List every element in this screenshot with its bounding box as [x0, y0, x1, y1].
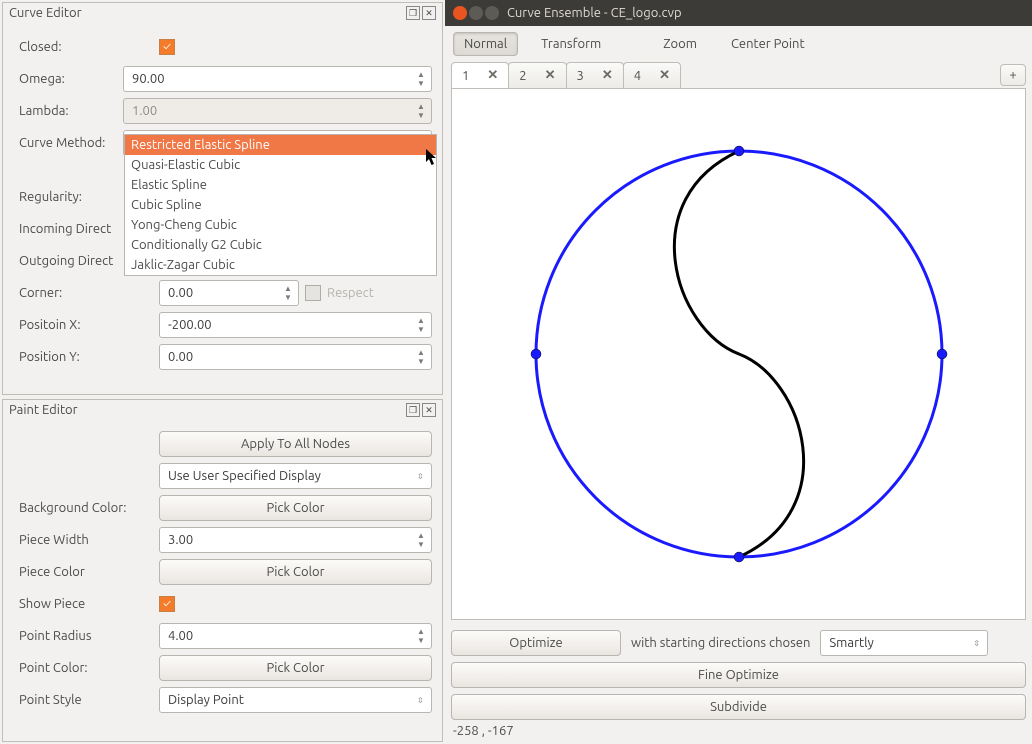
optimize-text: with starting directions chosen [631, 636, 810, 650]
tab-close-icon[interactable]: ✕ [487, 68, 498, 83]
respect-checkbox[interactable] [305, 285, 321, 301]
canvas[interactable] [451, 88, 1026, 620]
main-toolbar: Normal Transform Zoom Center Point [445, 26, 1032, 62]
paint-editor-panel: Paint Editor ❐ ✕ Apply To All Nodes ⇳ Ba… [2, 399, 443, 742]
method-option[interactable]: Quasi-Elastic Cubic [125, 155, 436, 175]
posx-label: Positoin X: [19, 318, 159, 332]
point-style-label: Point Style [19, 693, 159, 707]
curve-method-dropdown[interactable]: Restricted Elastic SplineQuasi-Elastic C… [124, 134, 437, 276]
display-mode-combo[interactable] [159, 463, 432, 489]
method-option[interactable]: Restricted Elastic Spline [125, 135, 436, 155]
tab-add-button[interactable]: + [1000, 64, 1026, 86]
method-option[interactable]: Yong-Cheng Cubic [125, 215, 436, 235]
smartly-combo[interactable] [820, 630, 988, 656]
tab-4[interactable]: 4✕ [623, 62, 681, 88]
document-tabs: 1✕2✕3✕4✕+ [445, 62, 1032, 88]
method-option[interactable]: Cubic Spline [125, 195, 436, 215]
closed-label: Closed: [19, 40, 159, 54]
paint-editor-title: Paint Editor [9, 403, 78, 417]
tab-label: 2 [519, 69, 526, 83]
method-option[interactable]: Jaklic-Zagar Cubic [125, 255, 436, 275]
tab-close-icon[interactable]: ✕ [545, 68, 556, 83]
window-max-icon[interactable] [485, 6, 499, 20]
curve-editor-title: Curve Editor [9, 6, 82, 20]
spinner-arrows[interactable]: ▲▼ [417, 68, 429, 90]
bg-color-button[interactable]: Pick Color [159, 495, 432, 521]
spinner-arrows: ▲▼ [417, 100, 429, 122]
point-radius-label: Point Radius [19, 629, 159, 643]
tab-label: 4 [634, 69, 641, 83]
method-option[interactable]: Elastic Spline [125, 175, 436, 195]
curve-node[interactable] [531, 349, 541, 359]
piece-width-label: Piece Width [19, 533, 159, 547]
lambda-label: Lambda: [19, 104, 123, 118]
lambda-input [123, 98, 432, 124]
fine-optimize-button[interactable]: Fine Optimize [451, 662, 1026, 688]
subdivide-button[interactable]: Subdivide [451, 694, 1026, 720]
tab-close-icon[interactable]: ✕ [659, 68, 670, 83]
undock-icon[interactable]: ❐ [406, 403, 420, 417]
tab-label: 1 [462, 69, 469, 83]
tab-2[interactable]: 2✕ [508, 62, 566, 88]
window-title: Curve Ensemble - CE_logo.cvp [507, 6, 682, 20]
cursor-coords: -258 , -167 [445, 722, 1032, 744]
closed-checkbox[interactable]: ✓ [159, 39, 175, 55]
toolbar-transform[interactable]: Transform [530, 32, 612, 56]
piece-color-button[interactable]: Pick Color [159, 559, 432, 585]
cursor-icon [426, 149, 438, 167]
toolbar-normal[interactable]: Normal [453, 32, 518, 56]
corner-input[interactable] [159, 280, 299, 306]
show-piece-checkbox[interactable]: ✓ [159, 596, 175, 612]
point-style-combo[interactable] [159, 687, 432, 713]
piece-color-label: Piece Color [19, 565, 159, 579]
close-icon[interactable]: ✕ [422, 403, 436, 417]
optimize-button[interactable]: Optimize [451, 630, 621, 656]
posy-input[interactable] [159, 344, 432, 370]
piece-width-input[interactable] [159, 527, 432, 553]
toolbar-center-point[interactable]: Center Point [720, 32, 816, 56]
omega-label: Omega: [19, 72, 123, 86]
curve-drawing [524, 139, 954, 569]
curve-node[interactable] [937, 349, 947, 359]
curve-editor-panel: Curve Editor ❐ ✕ Closed: ✓ Omega: ▲▼ [2, 2, 443, 395]
tab-close-icon[interactable]: ✕ [602, 68, 613, 83]
apply-all-button[interactable]: Apply To All Nodes [159, 431, 432, 457]
method-option[interactable]: Conditionally G2 Cubic [125, 235, 436, 255]
point-color-label: Point Color: [19, 661, 159, 675]
curve-node[interactable] [734, 552, 744, 562]
posx-input[interactable] [159, 312, 432, 338]
curve-node[interactable] [734, 146, 744, 156]
point-radius-input[interactable] [159, 623, 432, 649]
tab-3[interactable]: 3✕ [566, 62, 624, 88]
close-icon[interactable]: ✕ [422, 6, 436, 20]
respect-label: Respect [327, 286, 374, 300]
tab-1[interactable]: 1✕ [451, 62, 509, 88]
undock-icon[interactable]: ❐ [406, 6, 420, 20]
corner-label: Corner: [19, 286, 159, 300]
window-min-icon[interactable] [469, 6, 483, 20]
show-piece-label: Show Piece [19, 597, 159, 611]
tab-label: 3 [577, 69, 584, 83]
point-color-button[interactable]: Pick Color [159, 655, 432, 681]
window-close-icon[interactable] [453, 6, 467, 20]
window-titlebar: Curve Ensemble - CE_logo.cvp [445, 0, 1032, 26]
bg-color-label: Background Color: [19, 501, 159, 515]
omega-input[interactable] [123, 66, 432, 92]
posy-label: Position Y: [19, 350, 159, 364]
curve-method-label: Curve Method: [19, 136, 123, 150]
toolbar-zoom[interactable]: Zoom [652, 32, 708, 56]
